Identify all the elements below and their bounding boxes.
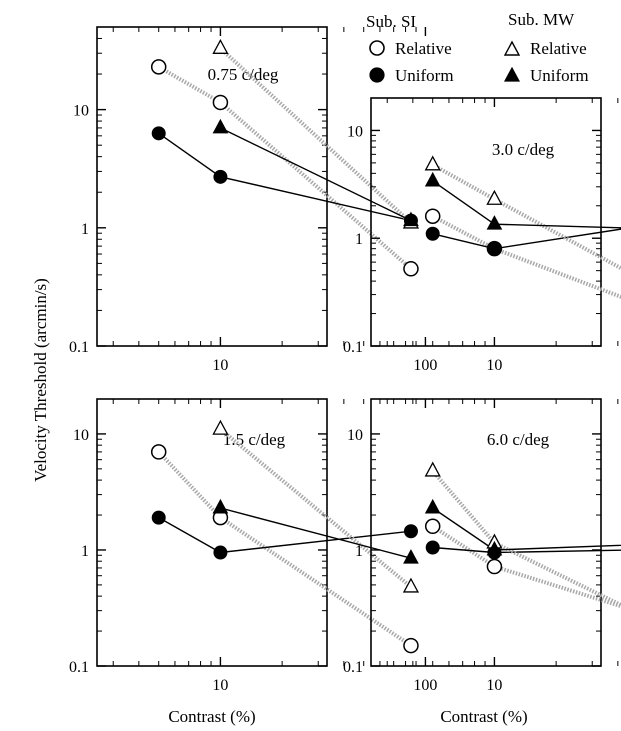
series-line-sub-mw-uniform (432, 180, 621, 229)
y-tick-label: 10 (347, 123, 363, 140)
point-sub-si-relative (403, 637, 419, 654)
point-sub-si-uniform (403, 524, 418, 539)
y-tick-label: 1 (81, 543, 89, 560)
series-line-sub-si-uniform (432, 228, 621, 250)
panel-title: 1.5 c/deg (223, 430, 286, 449)
point-sub-si-uniform (487, 241, 502, 256)
legend-group-si-title: Sub. SI (366, 12, 416, 31)
point-sub-si-uniform (151, 126, 166, 141)
panel-frame (96, 398, 328, 667)
x-tick-label: 10 (212, 357, 228, 374)
series-line-sub-si-relative (431, 524, 621, 609)
panel-title: 6.0 c/deg (487, 430, 550, 449)
panel-frame (370, 97, 602, 347)
series-line-sub-mw-uniform (220, 507, 412, 559)
point-sub-mw-uniform (212, 498, 229, 514)
legend-si-relative-label: Relative (395, 39, 452, 58)
point-sub-mw-uniform (424, 171, 441, 187)
point-sub-mw-relative (402, 577, 420, 593)
panel-1-5-cdeg: 0.1 1 10 10 100 1.5 c/deg (69, 398, 437, 694)
point-sub-mw-uniform (486, 540, 503, 556)
legend-mw-uniform-label: Uniform (530, 66, 589, 85)
point-sub-mw-uniform (212, 118, 229, 134)
panel-0-75-cdeg: 0.1 1 10 10 100 0.75 c/deg (69, 26, 437, 374)
panel-3-0-cdeg: 0.1 1 10 10 100 3.0 c/deg (343, 97, 621, 374)
point-sub-mw-relative (486, 189, 503, 205)
x-axis-label-left: Contrast (%) (168, 707, 255, 726)
legend-si-uniform-label: Uniform (395, 66, 454, 85)
point-sub-si-relative (424, 208, 441, 224)
panel-title: 3.0 c/deg (492, 140, 555, 159)
series-line-sub-si-uniform (158, 132, 412, 222)
point-sub-si-uniform (213, 545, 228, 560)
point-sub-mw-uniform (424, 498, 441, 514)
x-tick-label: 100 (413, 677, 437, 694)
legend-group-mw-title: Sub. MW (508, 10, 575, 29)
series-line-sub-mw-relative (219, 46, 413, 225)
point-sub-si-uniform (151, 510, 166, 525)
y-tick-label: 1 (355, 231, 363, 248)
legend: Sub. SI Relative Uniform Sub. MW Relativ… (366, 10, 589, 85)
x-tick-label: 100 (413, 357, 437, 374)
panel-6-0-cdeg: 0.1 1 10 10 100 6.0 c/deg (343, 398, 621, 694)
legend-mw-relative-marker (503, 40, 521, 56)
point-sub-mw-uniform (403, 549, 419, 564)
panel-frame (96, 26, 328, 347)
y-tick-label: 1 (355, 543, 363, 560)
x-tick-label: 10 (486, 677, 502, 694)
x-axis-label-right: Contrast (%) (440, 707, 527, 726)
y-tick-label: 10 (73, 103, 89, 120)
point-sub-si-uniform (213, 169, 228, 184)
series-line-sub-mw-relative (219, 427, 413, 589)
point-sub-si-relative (150, 59, 167, 75)
legend-si-relative-marker (369, 40, 385, 56)
y-tick-label: 0.1 (343, 659, 363, 676)
point-sub-mw-relative (212, 419, 229, 435)
point-sub-mw-relative (212, 38, 229, 54)
point-sub-si-relative (424, 518, 441, 535)
series-line-sub-mw-uniform (220, 127, 412, 222)
point-sub-mw-relative (424, 461, 441, 477)
point-sub-si-relative (150, 444, 167, 460)
point-sub-si-uniform (425, 226, 440, 241)
panel-title: 0.75 c/deg (208, 65, 279, 84)
legend-mw-relative-label: Relative (530, 39, 587, 58)
series-line-sub-si-uniform (158, 516, 412, 554)
point-sub-mw-relative (424, 155, 441, 171)
x-tick-label: 10 (486, 357, 502, 374)
point-sub-mw-uniform (486, 215, 503, 230)
point-sub-mw-uniform (403, 211, 419, 227)
legend-mw-uniform-marker (503, 66, 521, 82)
x-tick-label: 10 (212, 677, 228, 694)
panel-frame (370, 398, 602, 667)
y-tick-label: 10 (347, 427, 363, 444)
y-tick-label: 0.1 (343, 339, 363, 356)
series-line-sub-si-relative (431, 214, 621, 299)
series-line-sub-mw-relative (431, 469, 621, 608)
point-sub-si-relative (212, 94, 229, 111)
y-axis-label: Velocity Threshold (arcmin/s) (31, 278, 50, 482)
point-sub-si-uniform (425, 540, 440, 555)
legend-si-uniform-marker (369, 67, 385, 83)
y-tick-label: 0.1 (69, 659, 89, 676)
point-sub-si-relative (403, 261, 419, 277)
y-tick-label: 1 (81, 221, 89, 238)
y-tick-label: 10 (73, 427, 89, 444)
y-tick-label: 0.1 (69, 339, 89, 356)
point-sub-si-relative (486, 558, 503, 575)
